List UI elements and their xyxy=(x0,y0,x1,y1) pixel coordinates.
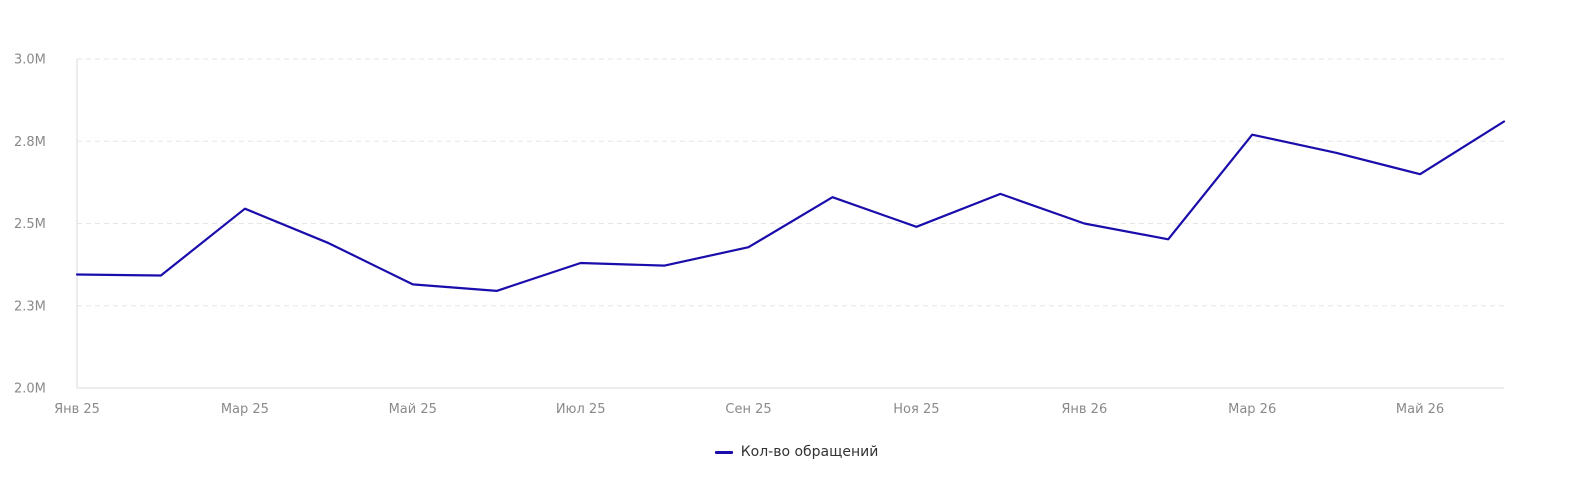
legend-swatch xyxy=(714,450,733,454)
y-tick-label: 3.0M xyxy=(14,53,46,68)
data-point[interactable] xyxy=(1249,132,1255,138)
data-point[interactable] xyxy=(1333,150,1339,156)
y-tick-label: 2.3M xyxy=(14,299,46,314)
y-tick-label: 2.5M xyxy=(14,217,46,232)
legend[interactable]: Кол-во обращений xyxy=(0,444,1593,460)
x-tick-label: Янв 26 xyxy=(1061,402,1107,417)
x-tick-label: Сен 25 xyxy=(725,402,771,417)
x-tick-label: Мар 25 xyxy=(221,402,269,417)
y-axis-ticks: 2.0M 2.3M 2.5M 2.8M 3.0M xyxy=(14,53,46,397)
data-point[interactable] xyxy=(1081,221,1087,227)
data-point[interactable] xyxy=(494,288,500,294)
x-tick-label: Май 26 xyxy=(1396,402,1444,417)
data-point[interactable] xyxy=(829,194,835,200)
data-point[interactable] xyxy=(662,263,668,269)
series-line[interactable] xyxy=(75,120,1506,292)
data-point[interactable] xyxy=(1501,119,1507,125)
x-tick-label: Янв 25 xyxy=(54,402,100,417)
x-tick-label: Мар 26 xyxy=(1228,402,1276,417)
data-point[interactable] xyxy=(410,281,416,287)
series-layer xyxy=(74,119,1507,294)
y-tick-label: 2.0M xyxy=(14,382,46,397)
data-point[interactable] xyxy=(746,244,752,250)
data-point[interactable] xyxy=(1417,171,1423,177)
legend-label: Кол-во обращений xyxy=(740,444,879,460)
y-tick-label: 2.8M xyxy=(14,135,46,150)
data-point[interactable] xyxy=(1165,236,1171,242)
x-tick-label: Май 25 xyxy=(389,402,437,417)
grid-lines xyxy=(77,58,1504,307)
data-point[interactable] xyxy=(913,224,919,230)
data-point[interactable] xyxy=(578,260,584,266)
data-point[interactable] xyxy=(158,272,164,278)
axes xyxy=(76,59,1504,389)
data-point[interactable] xyxy=(326,240,332,246)
data-point[interactable] xyxy=(242,206,248,212)
x-tick-label: Июл 25 xyxy=(556,402,606,417)
x-axis-ticks: Янв 25 Мар 25 Май 25 Июл 25 Сен 25 Ноя 25 Янв … xyxy=(54,402,1444,417)
x-tick-label: Ноя 25 xyxy=(893,402,939,417)
data-point[interactable] xyxy=(74,271,80,277)
data-point[interactable] xyxy=(997,191,1003,197)
